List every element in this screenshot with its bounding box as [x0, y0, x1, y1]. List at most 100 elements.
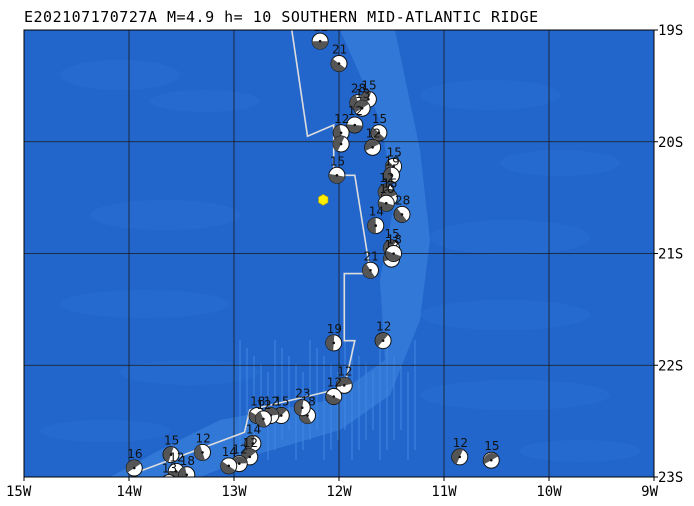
mechanism-depth-label: 13 [162, 462, 177, 476]
focal-mechanism-icon[interactable]: 21 [330, 43, 348, 73]
lon-tick-label: 9W [641, 484, 658, 500]
mechanism-depth-label: 15 [274, 395, 289, 409]
focal-mechanism-icon[interactable]: 12 [374, 320, 392, 350]
mechanism-depth-label: 15 [385, 227, 400, 241]
focal-mechanism-icon[interactable]: 19 [325, 322, 343, 352]
focal-mechanism-icon[interactable]: 28 [393, 193, 411, 223]
mechanism-depth-label: 15 [361, 78, 376, 92]
mechanism-depth-label: 12 [334, 112, 349, 126]
bathymetry-band [60, 290, 230, 318]
map-area[interactable]: 1221281513121512121515191215102814151218… [24, 20, 654, 490]
bathymetry-band [150, 90, 260, 112]
mechanism-depth-label: 12 [196, 431, 211, 445]
mechanism-depth-label: 12 [264, 395, 279, 409]
mechanism-depth-label: 14 [246, 422, 261, 436]
bathymetry-band [420, 380, 610, 410]
mechanism-depth-label: 18 [180, 454, 195, 468]
mechanism-depth-label: 15 [484, 439, 499, 453]
mechanism-depth-label: 12 [348, 104, 363, 118]
bathymetry-band [430, 220, 590, 255]
bathymetry-band [40, 420, 170, 442]
mechanism-depth-label: 28 [351, 82, 366, 96]
mechanism-depth-label: 21 [364, 249, 379, 263]
mechanism-depth-label: 15 [330, 154, 345, 168]
mechanism-depth-label: 12 [327, 376, 342, 390]
focal-mechanism-icon[interactable]: 18 [385, 233, 403, 262]
focal-mechanism-icon[interactable]: 14 [220, 445, 238, 475]
mechanism-depth-label: 16 [127, 447, 142, 461]
focal-mechanism-icon[interactable]: 12 [335, 364, 353, 394]
focal-mechanism-icon[interactable]: 15 [328, 154, 346, 184]
focal-mechanism-icon[interactable]: 15 [482, 439, 500, 469]
focal-mechanism-icon[interactable]: 12 [346, 104, 364, 134]
mechanism-depth-label: 14 [222, 445, 237, 459]
mechanism-depth-label: 12 [337, 364, 352, 378]
focal-mechanism-icon[interactable]: 14 [244, 422, 262, 452]
lat-tick-label: 22S [658, 358, 683, 374]
bathymetry-band [60, 60, 180, 90]
lat-tick-label: 20S [658, 135, 683, 151]
focal-mechanism-icon[interactable] [332, 135, 350, 153]
mechanism-depth-label: 14 [369, 205, 384, 219]
focal-mechanism-icon[interactable]: 15 [162, 434, 180, 464]
mechanism-depth-label: 12 [453, 436, 468, 450]
mechanism-depth-label: 12 [169, 450, 184, 464]
focal-mechanism-icon[interactable]: 12 [311, 20, 329, 50]
longitude-axis: 15W 14W 13W 12W 11W 10W 9W [6, 477, 659, 500]
ridge-axis-line [139, 30, 372, 473]
lon-tick-label: 10W [536, 484, 562, 500]
bathymetry-band [420, 300, 590, 330]
mechanism-depth-label: 12 [376, 320, 391, 334]
focal-mechanism-icon[interactable]: 13 [161, 462, 177, 491]
mechanism-depth-label: 10 [379, 182, 394, 196]
yellow-hexagon-icon[interactable] [318, 194, 329, 206]
mechanism-depth-label: 15 [372, 112, 387, 126]
focal-mechanism-icon[interactable]: 18 [178, 454, 196, 483]
mechanism-depth-label: 23 [295, 387, 310, 401]
bathymetry-band [500, 150, 620, 176]
mechanism-depth-label: 19 [385, 154, 400, 168]
focal-mechanism-icon[interactable]: 16 [125, 447, 143, 477]
lat-tick-label: 23S [658, 470, 683, 486]
lon-tick-label: 12W [326, 484, 352, 500]
mechanism-depth-label: 13 [355, 87, 370, 101]
mechanism-depth-label: 12 [379, 171, 394, 185]
ridge-shallow-zone [110, 30, 430, 477]
focal-mechanism-icon[interactable]: 12 [364, 126, 382, 156]
focal-mechanism-icon[interactable]: 12 [194, 431, 211, 461]
mechanism-depth-label: 18 [387, 233, 402, 247]
latitude-axis: 19S 20S 21S 22S 23S [654, 23, 683, 486]
mechanism-depth-label: 12 [313, 20, 328, 34]
mechanism-depth-label: 21 [332, 43, 347, 57]
map-title: E202107170727A M=4.9 h= 10 SOUTHERN MID-… [24, 8, 539, 26]
focal-mechanism-icon[interactable]: 12 [325, 376, 343, 406]
focal-mechanism-icon[interactable]: 15 [370, 112, 388, 142]
bathymetry-band [120, 360, 260, 385]
mechanism-depth-label: 15 [382, 177, 397, 191]
focal-mechanism-icon[interactable]: 14 [367, 205, 385, 235]
mechanism-depth-label: 12 [232, 443, 247, 457]
focal-mechanism-icon[interactable]: 13 [353, 87, 371, 117]
mechanism-depth-label: 19 [327, 322, 342, 336]
lon-tick-label: 11W [431, 484, 457, 500]
mechanism-depth-label: 28 [395, 193, 410, 207]
mechanism-depth-label: 15 [164, 434, 179, 448]
focal-mechanism-icon[interactable]: 21 [362, 249, 379, 279]
bathymetry-band [520, 440, 640, 462]
bathymetry-band [90, 200, 240, 230]
lon-tick-label: 13W [221, 484, 247, 500]
mechanism-depth-label: 12 [366, 126, 381, 140]
lat-tick-label: 21S [658, 247, 683, 263]
lon-tick-label: 14W [116, 484, 142, 500]
focal-mechanism-icon[interactable]: 10 [377, 182, 395, 212]
bathymetry-bands [40, 30, 640, 477]
lon-tick-label: 15W [6, 484, 32, 500]
focal-mechanism-icon[interactable]: 23 [293, 387, 311, 417]
focal-mechanism-icon[interactable]: 12 [451, 436, 469, 466]
mechanism-depth-label: 15 [387, 145, 402, 159]
focal-mechanism-icon[interactable]: 19 [383, 154, 400, 184]
focal-mechanism-icon[interactable]: 12 [254, 398, 272, 428]
bathymetry-band [420, 80, 560, 110]
mechanism-depth-label: 18 [250, 395, 265, 409]
